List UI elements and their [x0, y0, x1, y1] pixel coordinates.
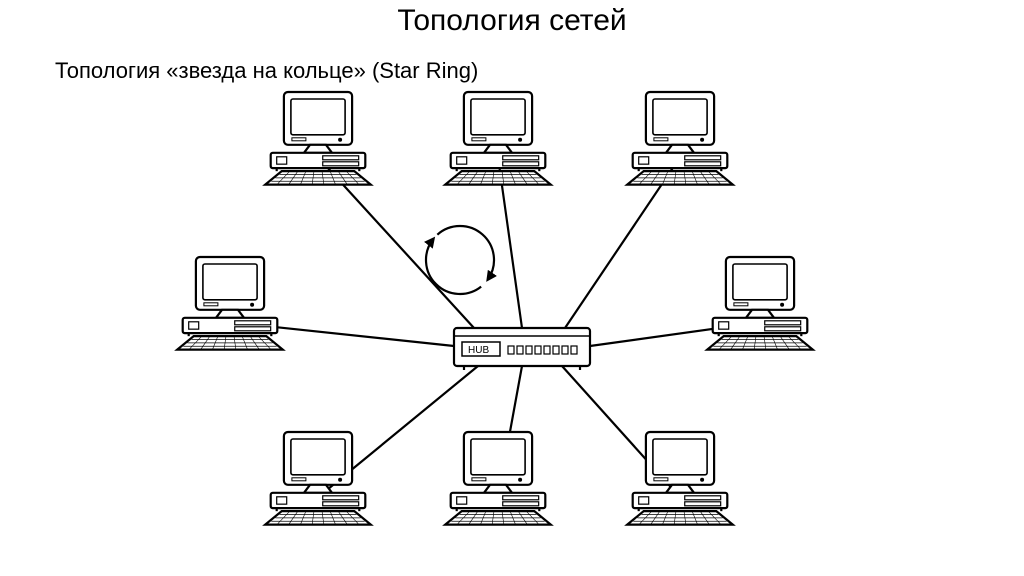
hub: HUB: [454, 328, 590, 370]
computer-top-right: [627, 92, 733, 185]
computer-mid-left: [177, 257, 283, 350]
computer-mid-right: [707, 257, 813, 350]
network-diagram: HUB: [0, 0, 1024, 576]
ring-icon: [426, 226, 494, 294]
computer-bot-right: [627, 432, 733, 525]
computer-top-left: [265, 92, 371, 185]
computer-bot-center: [445, 432, 551, 525]
computer-bot-left: [265, 432, 371, 525]
hub-label: HUB: [468, 345, 489, 356]
computer-top-center: [445, 92, 551, 185]
